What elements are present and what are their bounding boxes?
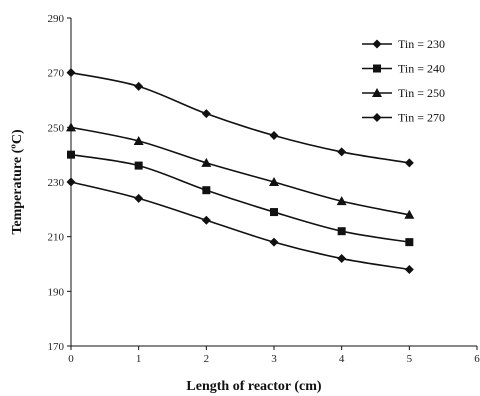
data-point: [66, 122, 76, 132]
legend-entry: Tin = 250: [362, 86, 445, 100]
data-point: [201, 215, 211, 225]
legend-label: Tin = 230: [398, 37, 445, 51]
legend-entry: Tin = 230: [362, 37, 445, 51]
y-tick-label: 170: [48, 341, 65, 353]
data-point: [270, 208, 278, 217]
data-point: [201, 109, 211, 119]
series-line: [70, 126, 410, 216]
data-point: [269, 131, 279, 141]
data-point: [134, 161, 143, 170]
data-point: [404, 209, 415, 219]
data-point: [337, 227, 346, 236]
data-point: [66, 177, 76, 187]
data-point: [202, 186, 211, 195]
x-tick-label: 3: [271, 353, 277, 365]
series-4: [66, 68, 414, 168]
x-tick-label: 0: [68, 353, 74, 365]
data-point: [269, 237, 279, 247]
legend-marker: [372, 39, 382, 49]
series-line: [70, 71, 410, 164]
x-tick-label: 4: [339, 353, 345, 365]
data-point: [66, 68, 76, 78]
x-tick-label: 5: [407, 353, 413, 365]
y-axis-title: Temperature (ºC): [10, 129, 25, 235]
data-point: [134, 193, 144, 203]
x-axis-ticks: 0 1 2 3 4 5 6: [68, 346, 480, 365]
x-axis-title: Length of reactor (cm): [186, 379, 321, 394]
data-point: [405, 238, 414, 247]
series-3: [66, 122, 415, 219]
data-point: [201, 157, 212, 167]
data-point: [336, 196, 347, 206]
legend-marker: [372, 88, 382, 97]
y-tick-label: 250: [48, 122, 65, 134]
y-tick-label: 190: [48, 286, 65, 298]
chart-series: [66, 68, 415, 274]
series-line: [70, 181, 410, 271]
data-point: [133, 136, 144, 145]
series-line: [70, 153, 410, 243]
y-tick-label: 230: [48, 177, 65, 189]
data-point: [404, 158, 414, 168]
series-2: [67, 150, 414, 247]
data-point: [337, 147, 347, 157]
y-axis-ticks: 170 190 210 230 250 270 290: [48, 13, 71, 353]
y-tick-label: 270: [48, 68, 65, 80]
y-tick-label: 290: [48, 13, 65, 25]
y-tick-label: 210: [48, 232, 65, 244]
legend-entry: Tin = 240: [362, 62, 445, 76]
data-point: [404, 264, 414, 274]
series-1: [66, 177, 414, 274]
x-tick-label: 6: [474, 353, 480, 365]
legend-marker: [373, 64, 381, 73]
legend-label: Tin = 250: [398, 86, 445, 100]
data-point: [134, 81, 144, 91]
legend-label: Tin = 240: [398, 62, 445, 76]
data-point: [67, 150, 75, 159]
legend-marker: [372, 113, 382, 122]
data-point: [337, 254, 347, 264]
x-tick-label: 2: [204, 353, 210, 365]
x-tick-label: 1: [136, 353, 142, 365]
chart-legend: Tin = 230 Tin = 240 Tin = 250 Tin = 270: [362, 37, 445, 125]
data-point: [269, 177, 279, 186]
legend-entry: Tin = 270: [362, 111, 445, 125]
legend-label: Tin = 270: [398, 111, 445, 125]
